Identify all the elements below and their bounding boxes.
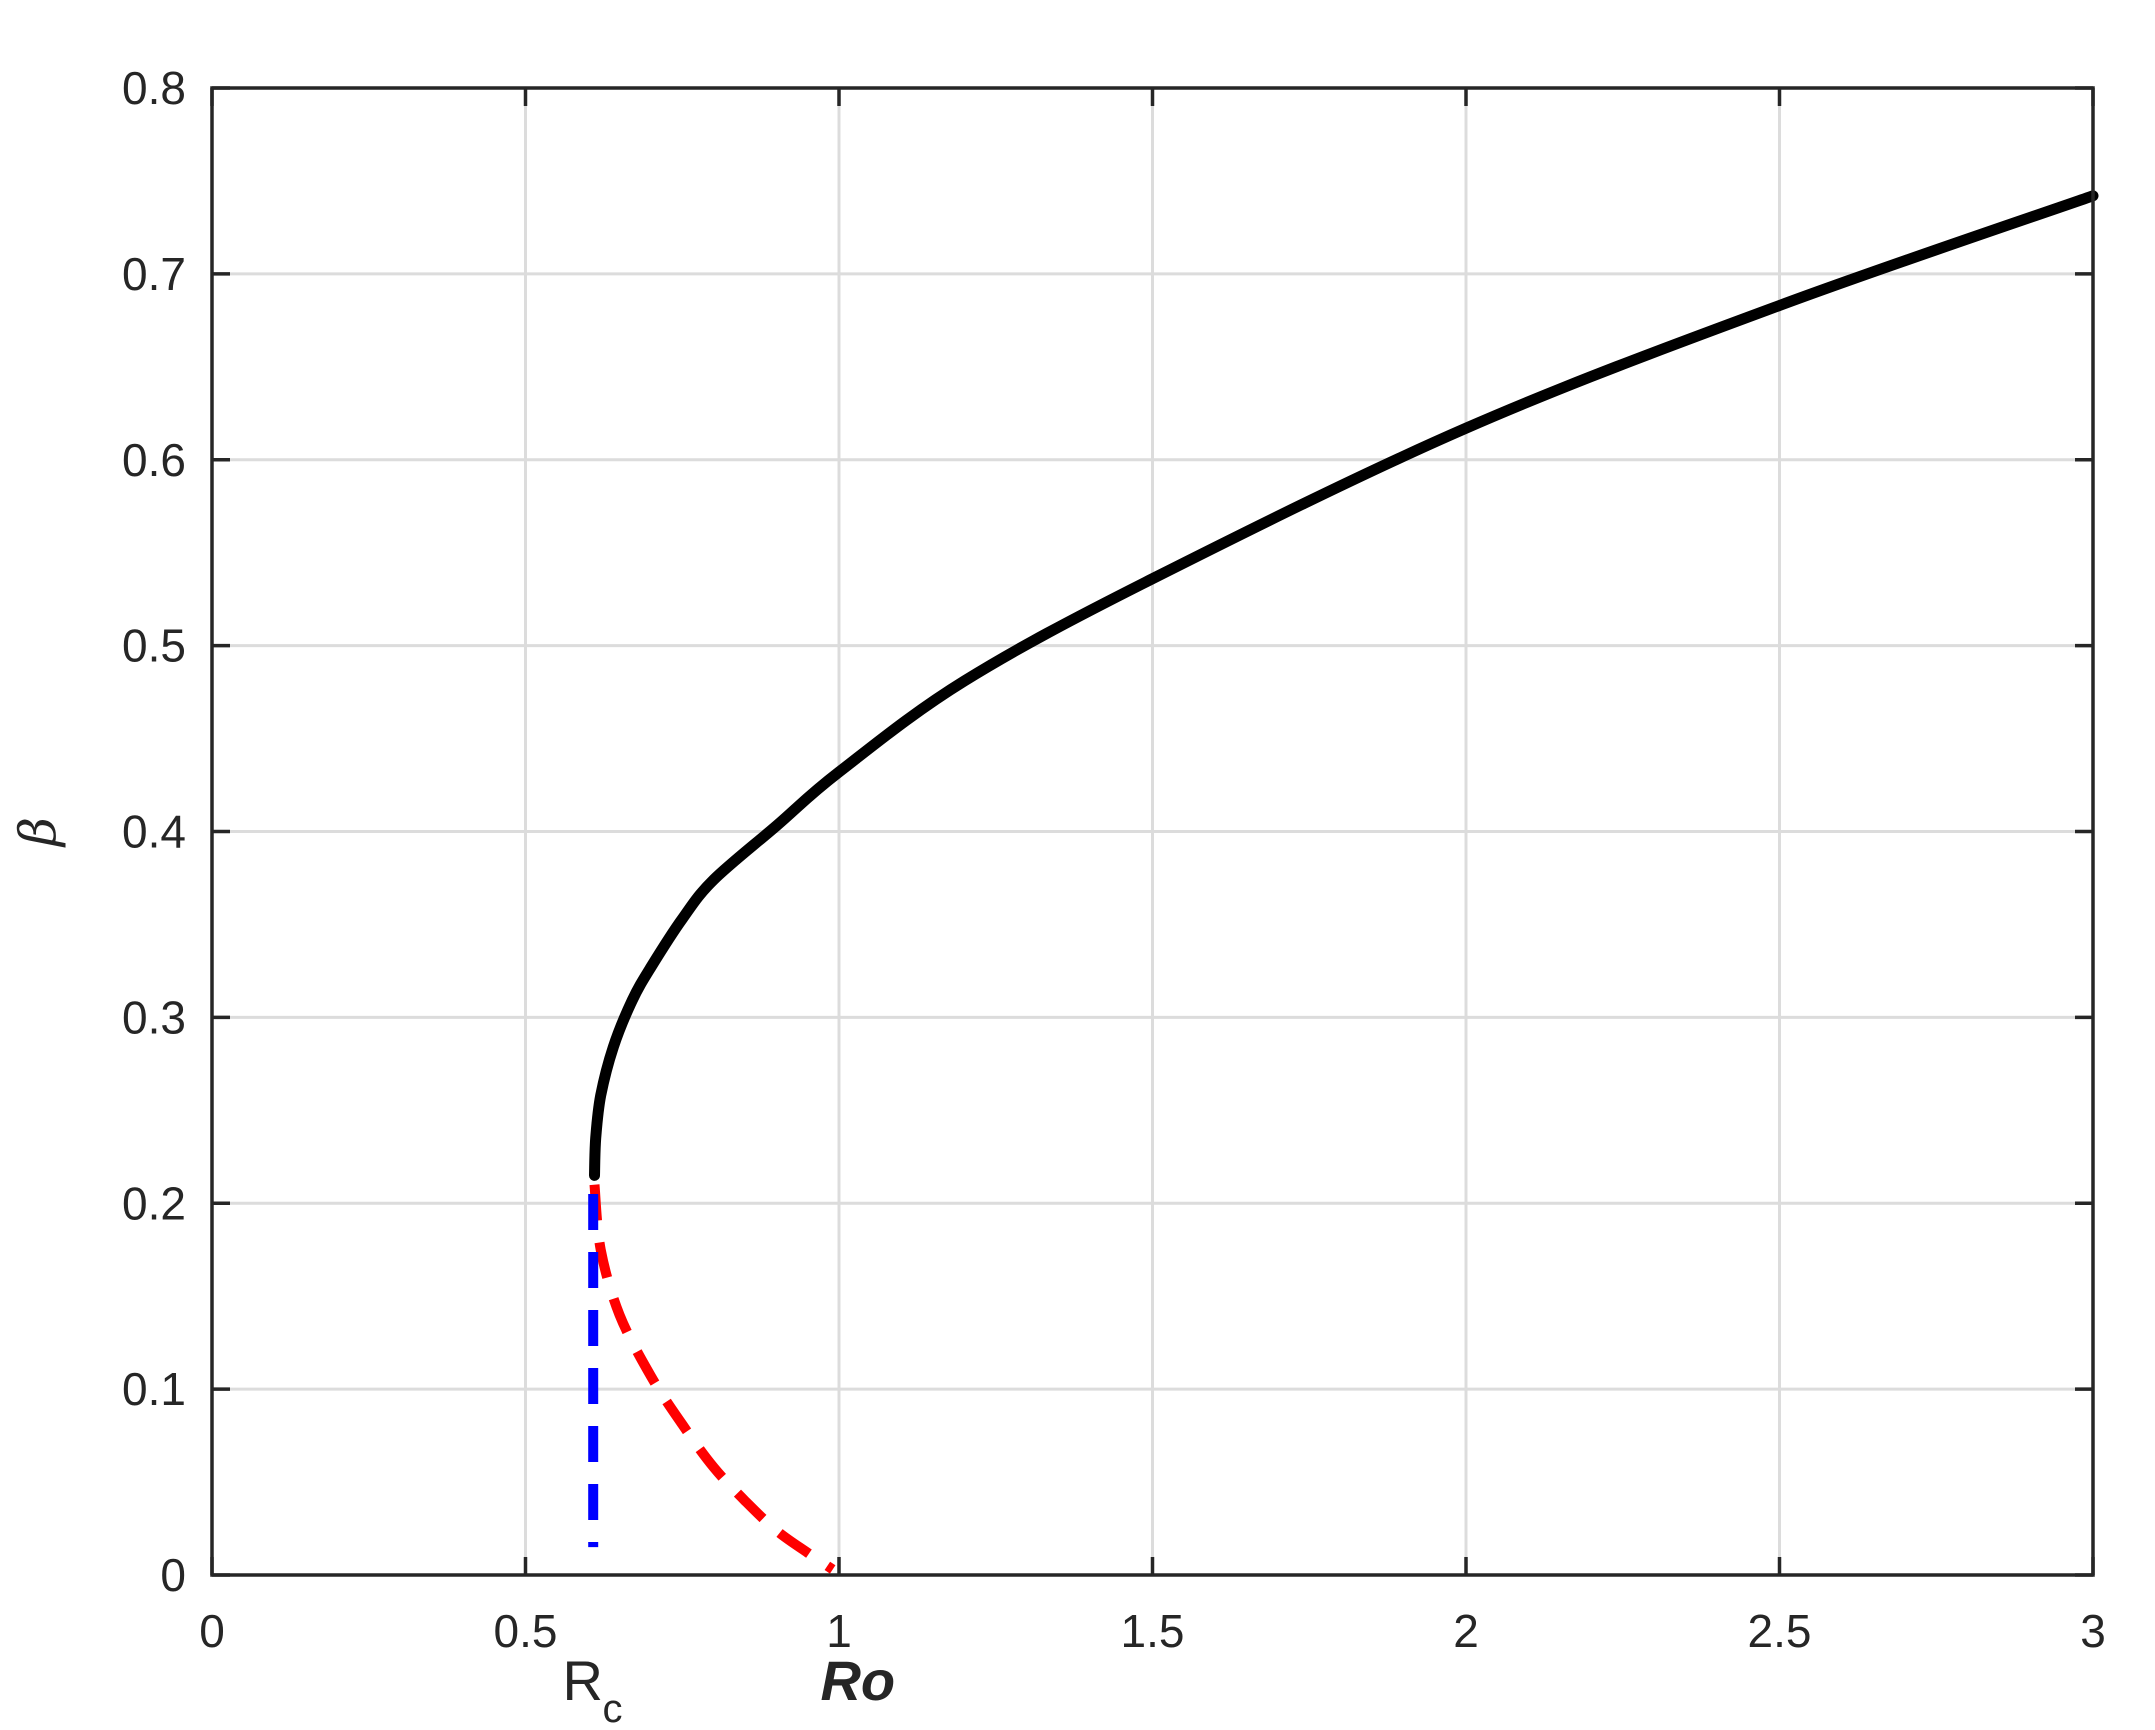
y-tick-label: 0.5 [122, 620, 186, 672]
x-tick-label: 2 [1453, 1605, 1479, 1657]
rc-annotation-subscript: c [602, 1687, 622, 1730]
series-black-solid [589, 190, 2099, 1181]
y-tick-label: 0 [160, 1549, 186, 1601]
rc-annotation: R [562, 1649, 602, 1712]
y-axis-label: β [9, 817, 67, 848]
y-tick-label: 0.1 [122, 1363, 186, 1415]
series-layer [588, 190, 2099, 1574]
y-tick-label: 0.2 [122, 1177, 186, 1229]
x-tick-label: 1.5 [1121, 1605, 1185, 1657]
x-axis-label: Ro [820, 1649, 895, 1712]
x-tick-label: 0 [199, 1605, 225, 1657]
y-tick-label: 0.4 [122, 806, 186, 858]
x-tick-label: 0.5 [494, 1605, 558, 1657]
series-red-dashed [589, 1184, 836, 1574]
y-tick-label: 0.7 [122, 248, 186, 300]
ticks [210, 86, 2095, 1577]
y-tick-label: 0.8 [122, 62, 186, 114]
x-tick-label: 3 [2080, 1605, 2106, 1657]
y-tick-label: 0.3 [122, 991, 186, 1043]
grid [212, 88, 2093, 1575]
tick-labels: 0 0.5 1 1.5 2 2.5 3 0 0.1 0.2 0.3 0.4 0.5 0.6 0.7 0.8 [122, 62, 2106, 1657]
y-tick-label: 0.6 [122, 434, 186, 486]
x-tick-label: 2.5 [1748, 1605, 1812, 1657]
x-tick-label: 1 [826, 1605, 852, 1657]
